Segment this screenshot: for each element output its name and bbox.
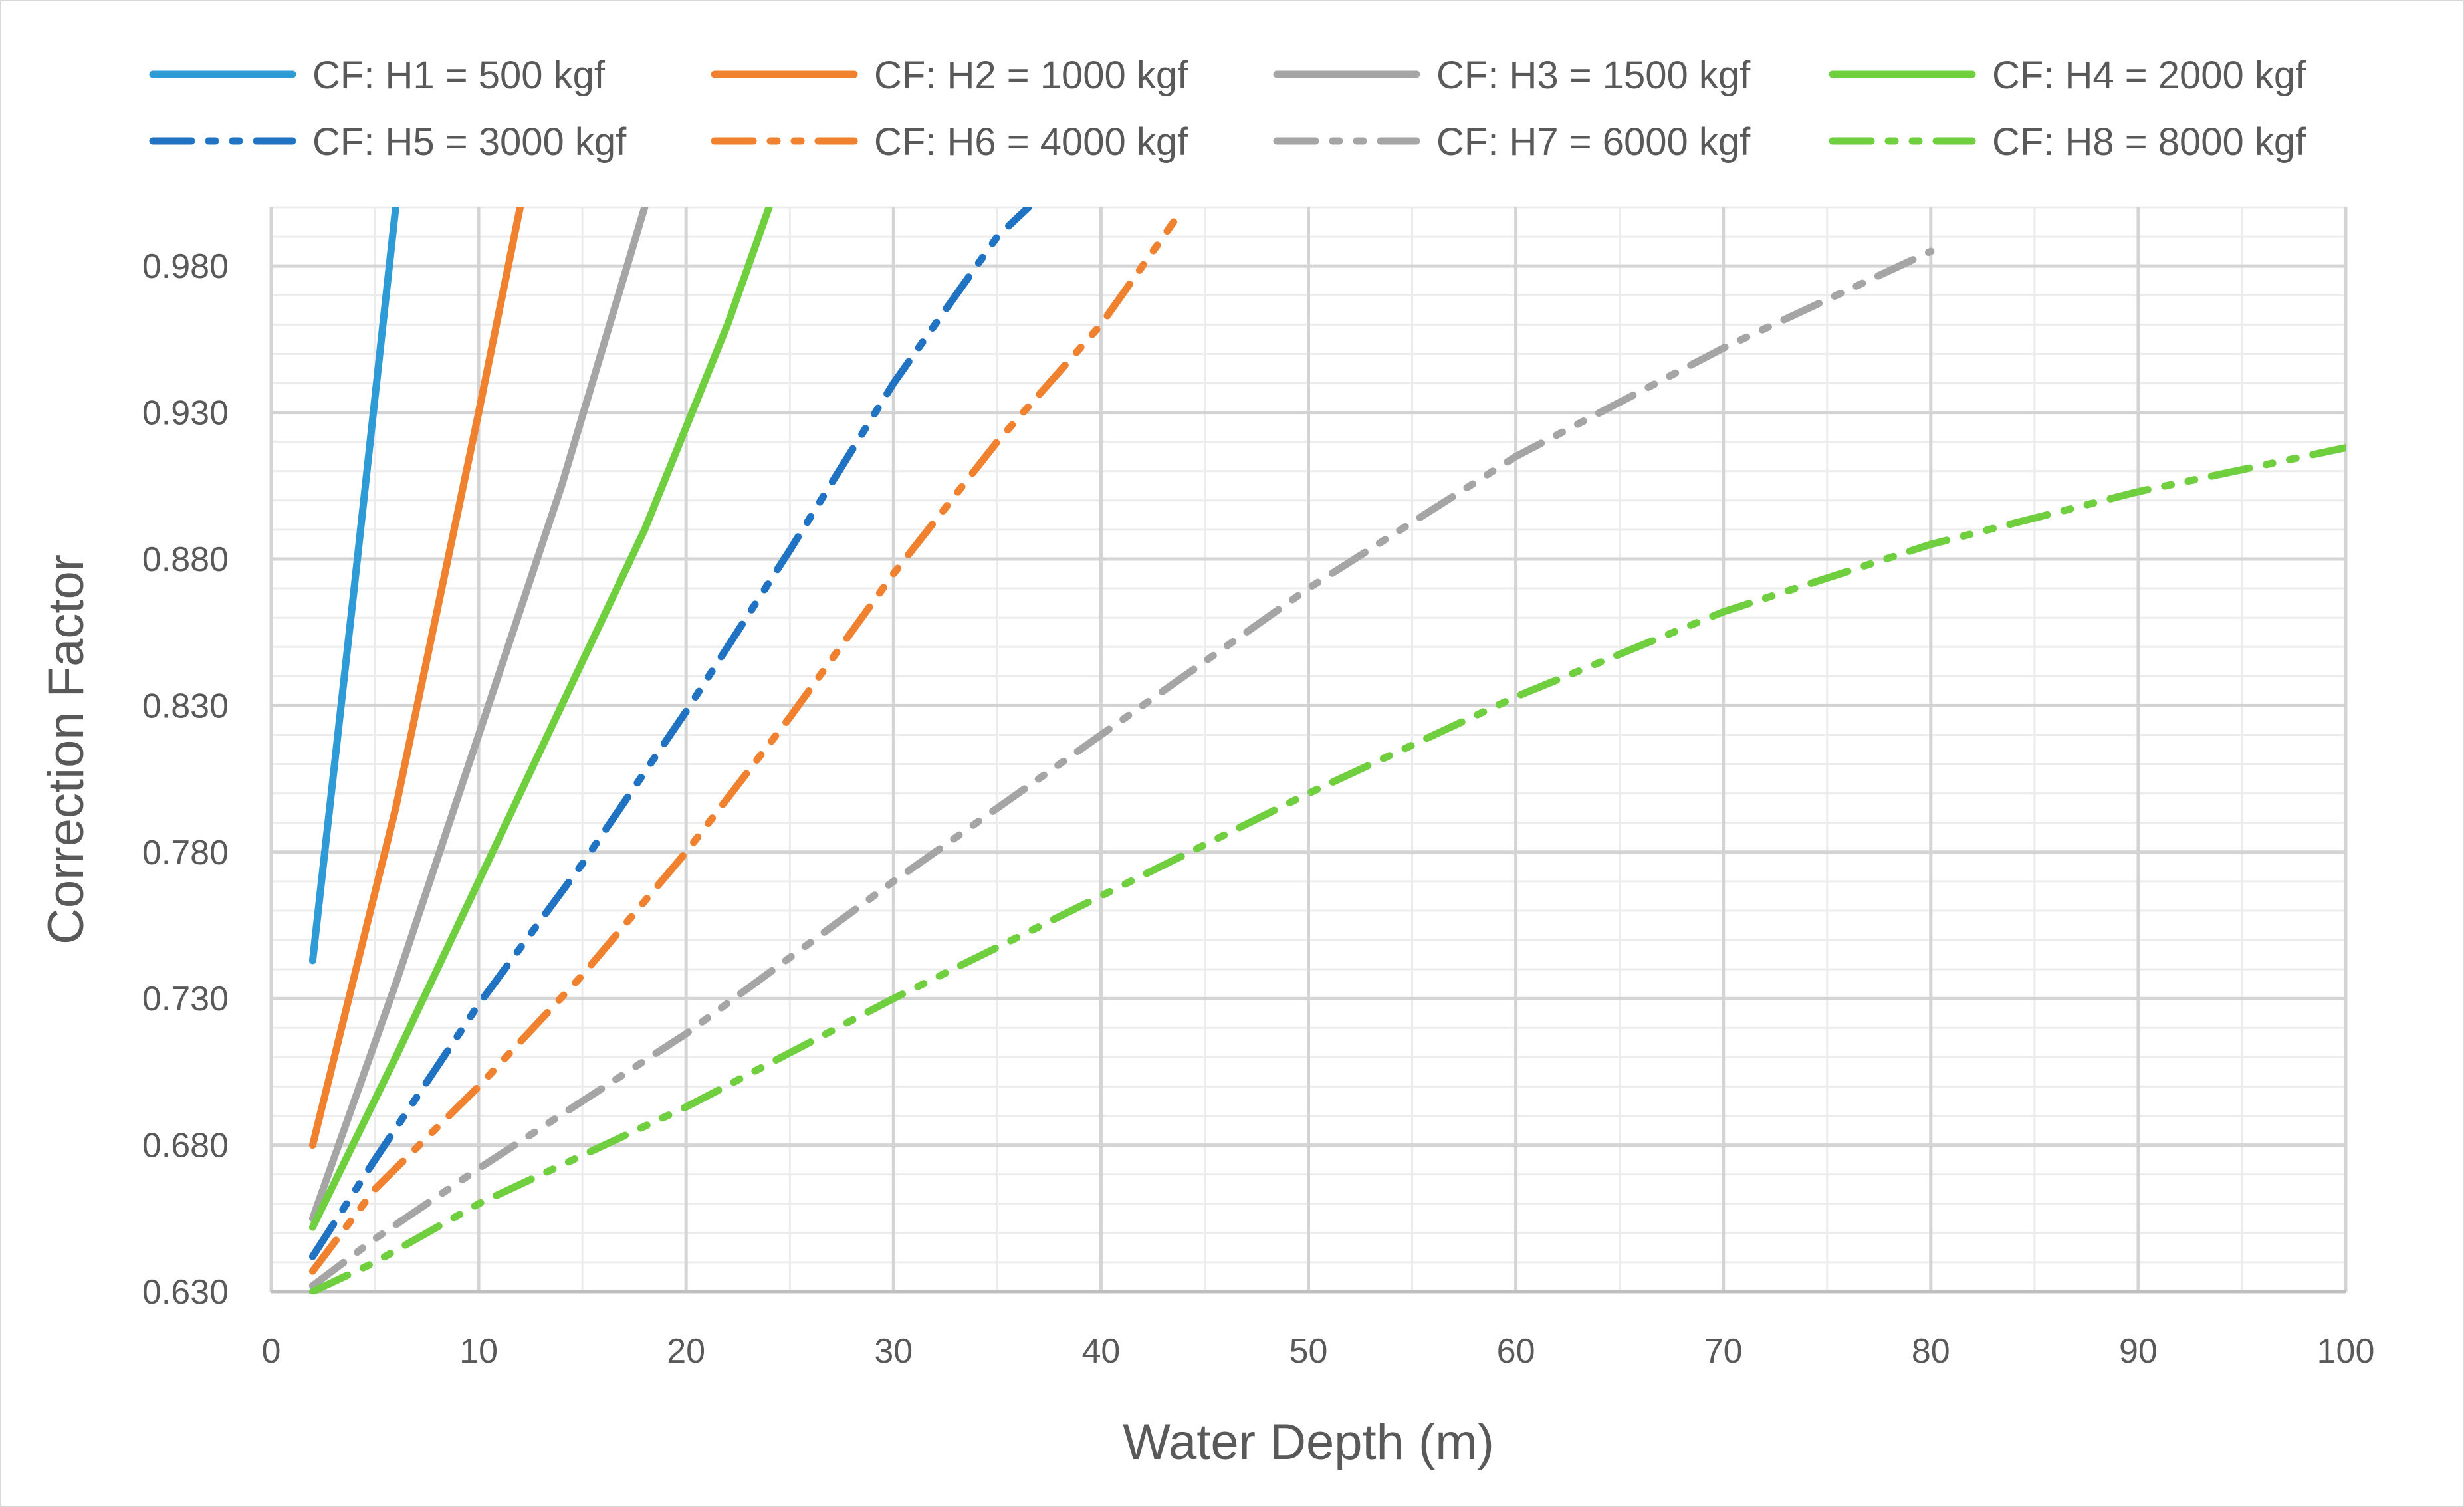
x-tick-label: 30	[874, 1332, 913, 1371]
series-line-5	[308, 207, 1032, 1260]
x-tick-label: 70	[1704, 1332, 1743, 1371]
y-tick-label: 0.680	[142, 1127, 229, 1165]
legend-label-7: CF: H7 = 6000 kgf	[1436, 120, 1751, 164]
x-tick-label: 90	[2119, 1332, 2158, 1371]
x-tick-label: 100	[2317, 1332, 2375, 1371]
legend-label-5: CF: H5 = 3000 kgf	[312, 120, 627, 164]
y-tick-label: 0.980	[142, 247, 229, 286]
y-tick-label: 0.780	[142, 834, 229, 872]
y-tick-label: 0.830	[142, 687, 229, 725]
y-tick-label: 0.880	[142, 540, 229, 579]
x-tick-label: 0	[262, 1332, 281, 1371]
y-axis-title: Correction Factor	[38, 554, 94, 945]
series-lines	[308, 207, 2346, 1294]
x-tick-label: 20	[667, 1332, 705, 1371]
y-tick-label: 0.930	[142, 394, 229, 433]
legend-label-2: CF: H2 = 1000 kgf	[874, 54, 1188, 97]
y-tick-label: 0.730	[142, 980, 229, 1018]
series-line-8	[308, 444, 2346, 1294]
legend-label-4: CF: H4 = 2000 kgf	[1992, 54, 2306, 97]
series-line-6	[308, 218, 1178, 1275]
x-tick-label: 10	[459, 1332, 498, 1371]
x-axis-title: Water Depth (m)	[1123, 1414, 1494, 1470]
series-line-4	[308, 207, 773, 1231]
legend-label-1: CF: H1 = 500 kgf	[312, 54, 606, 97]
series-line-7	[308, 247, 1935, 1290]
series-line-2	[308, 207, 524, 1149]
series-line-3	[308, 207, 649, 1222]
x-axis-ticks: 0 10 20 30 40 50 60 70 80 90 100	[262, 1332, 2375, 1371]
y-axis-ticks: 0.630 0.680 0.730 0.780 0.830 0.880 0.930 0.980	[142, 247, 229, 1312]
series-line-1	[308, 207, 399, 965]
x-tick-label: 60	[1497, 1332, 1535, 1371]
x-tick-label: 50	[1289, 1332, 1328, 1371]
x-tick-label: 80	[1912, 1332, 1950, 1371]
x-tick-label: 40	[1081, 1332, 1120, 1371]
y-tick-label: 0.630	[142, 1273, 229, 1312]
legend-label-6: CF: H6 = 4000 kgf	[874, 120, 1188, 164]
legend-label-8: CF: H8 = 8000 kgf	[1992, 120, 2306, 164]
legend: CF: H1 = 500 kgf CF: H2 = 1000 kgf CF: H3 …	[149, 54, 2306, 164]
major-gridlines	[269, 207, 2348, 1294]
legend-label-3: CF: H3 = 1500 kgf	[1436, 54, 1751, 97]
